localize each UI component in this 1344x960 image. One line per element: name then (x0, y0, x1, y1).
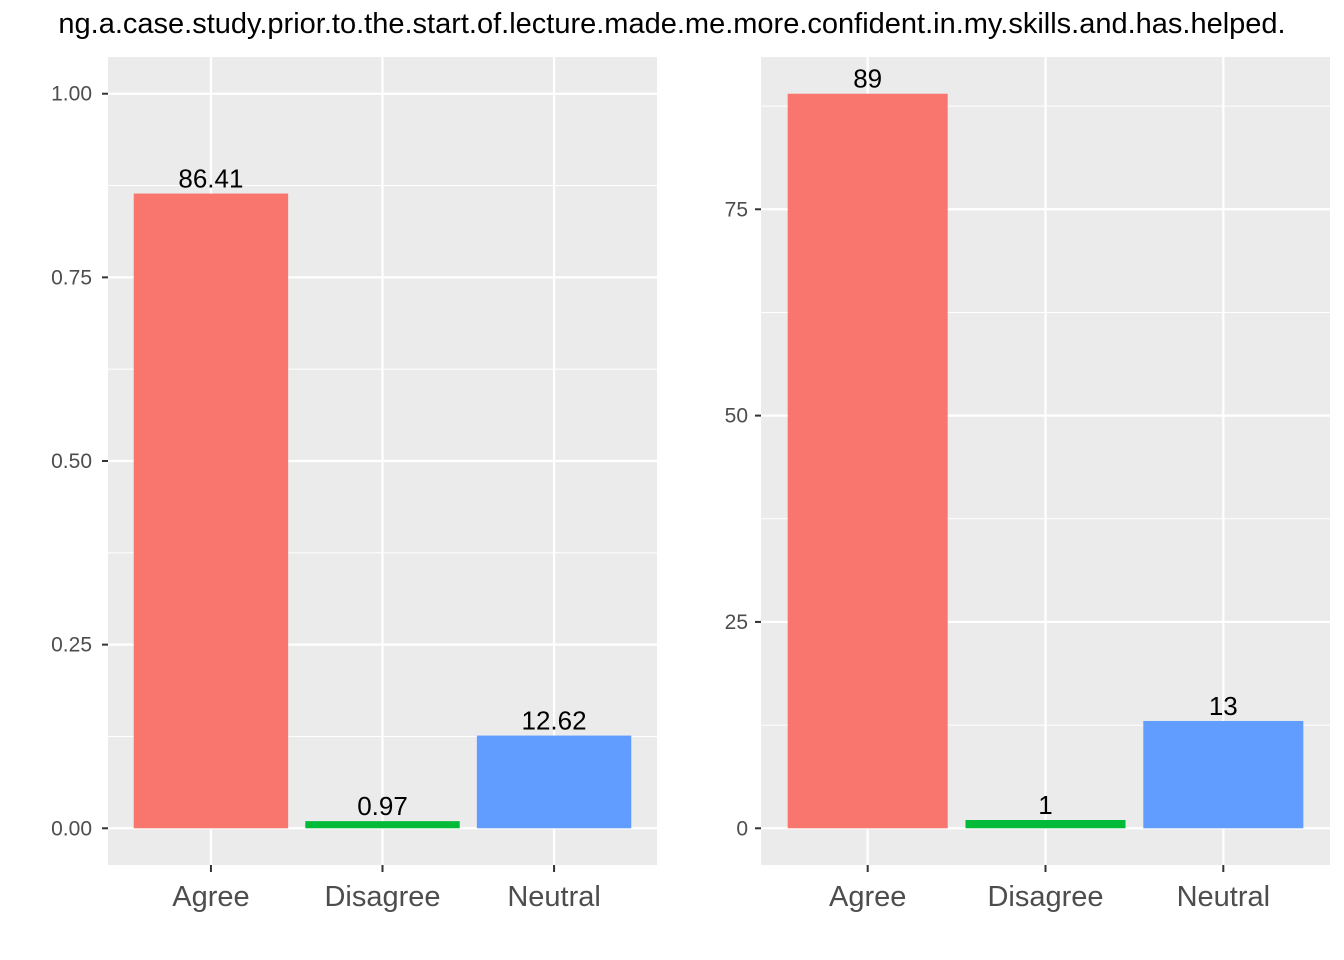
x-tick-label: Agree (829, 881, 906, 913)
bar-agree (787, 93, 948, 829)
y-tick-label: 0.50 (51, 450, 92, 473)
bar-disagree (305, 821, 460, 829)
x-tick-label: Neutral (1177, 881, 1271, 913)
y-tick-label: 0.75 (51, 266, 92, 289)
data-label-disagree: 1 (1038, 790, 1052, 820)
x-tick-label: Neutral (507, 881, 601, 913)
left-panel: 0.00 0.25 0.50 0.75 1.00 86.41 0.97 12.62 Agree D… (51, 57, 657, 913)
y-tick-label: 0.00 (51, 817, 92, 840)
y-tick-label: 75 (725, 198, 748, 221)
data-label-neutral: 12.62 (522, 706, 587, 736)
data-label-disagree: 0.97 (357, 791, 408, 821)
data-label-agree: 89 (853, 64, 882, 94)
x-tick-label: Agree (172, 881, 249, 913)
data-label-agree: 86.41 (178, 164, 243, 194)
y-tick-label: 25 (725, 611, 748, 634)
bar-neutral (1143, 720, 1304, 829)
y-tick-label: 0.25 (51, 634, 92, 657)
bar-disagree (965, 820, 1126, 829)
data-label-neutral: 13 (1209, 691, 1238, 721)
x-tick-label: Disagree (987, 881, 1103, 913)
y-tick-label: 0 (736, 817, 748, 840)
x-tick-label: Disagree (324, 881, 440, 913)
y-tick-label: 1.00 (51, 83, 92, 106)
y-tick-label: 50 (725, 405, 748, 428)
chart-title: ng.a.case.study.prior.to.the.start.of.le… (58, 8, 1286, 40)
right-panel: 0 25 50 75 89 1 13 Agree Disagree Neutral (725, 57, 1330, 913)
bar-agree (133, 193, 289, 829)
bar-neutral (476, 735, 632, 829)
